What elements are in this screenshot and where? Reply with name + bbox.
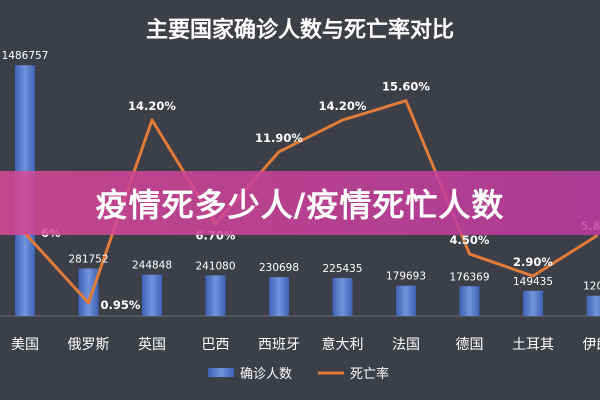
- legend-swatch-bars: [208, 368, 234, 377]
- x-tick-label-8: 土耳其: [512, 337, 554, 353]
- bar-4: [269, 277, 289, 316]
- rate-label-2: 14.20%: [128, 99, 176, 113]
- bar-label-8: 149435: [513, 276, 553, 288]
- x-tick-label-3: 巴西: [202, 337, 230, 353]
- rate-label-6: 15.60%: [382, 80, 430, 94]
- rate-point-1: [87, 301, 90, 305]
- rate-point-5: [341, 118, 344, 122]
- rate-point-8: [531, 274, 535, 278]
- legend-label-bars: 确诊人数: [240, 367, 292, 382]
- rate-point-7: [468, 252, 471, 256]
- x-tick-label-7: 德国: [456, 337, 484, 353]
- bar-label-4: 230698: [259, 262, 299, 274]
- rate-label-7: 4.50%: [450, 233, 490, 247]
- bar-1: [78, 268, 99, 316]
- bar-label-2: 244848: [132, 260, 172, 272]
- bar-9: [586, 295, 600, 316]
- x-tick-label-5: 意大利: [322, 336, 364, 353]
- rate-point-9: [595, 234, 598, 238]
- bar-3: [205, 275, 226, 316]
- x-tick-label-4: 西班牙: [258, 337, 300, 353]
- bar-label-6: 179693: [386, 271, 426, 283]
- bar-label-1: 281752: [68, 253, 108, 265]
- chart-title: 主要国家确诊人数与死亡率对比: [146, 17, 454, 43]
- banner-text: 疫情死多少人/疫情死忙人数: [95, 186, 505, 224]
- title-banner: 疫情死多少人/疫情死忙人数: [0, 171, 600, 235]
- bar-2: [142, 274, 162, 316]
- bar-label-0: 1486757: [2, 50, 49, 62]
- rate-label-4: 11.90%: [255, 131, 303, 145]
- bar-label-7: 176369: [449, 271, 489, 283]
- rate-label-8: 2.90%: [513, 255, 553, 269]
- bar-label-5: 225435: [322, 263, 362, 275]
- bar-label-9: 1201: [583, 281, 600, 293]
- rate-point-2: [150, 118, 154, 122]
- legend: 确诊人数 死亡率: [208, 366, 389, 382]
- rate-point-4: [277, 150, 281, 154]
- x-tick-label-0: 美国: [11, 337, 39, 353]
- rate-point-6: [404, 99, 408, 103]
- x-tick-label-6: 法国: [392, 337, 420, 353]
- x-tick-label-2: 英国: [138, 336, 166, 353]
- bar-label-3: 241080: [195, 260, 235, 272]
- bar-7: [459, 286, 480, 316]
- legend-label-line: 死亡率: [350, 366, 389, 382]
- bar-8: [523, 290, 543, 316]
- x-tick-label-1: 俄罗斯: [68, 337, 110, 353]
- rate-label-5: 14.20%: [319, 99, 367, 113]
- bar-5: [332, 277, 353, 316]
- bar-6: [396, 285, 416, 316]
- x-tick-label-9: 伊朗: [583, 337, 600, 353]
- rate-label-1: 0.95%: [101, 298, 141, 312]
